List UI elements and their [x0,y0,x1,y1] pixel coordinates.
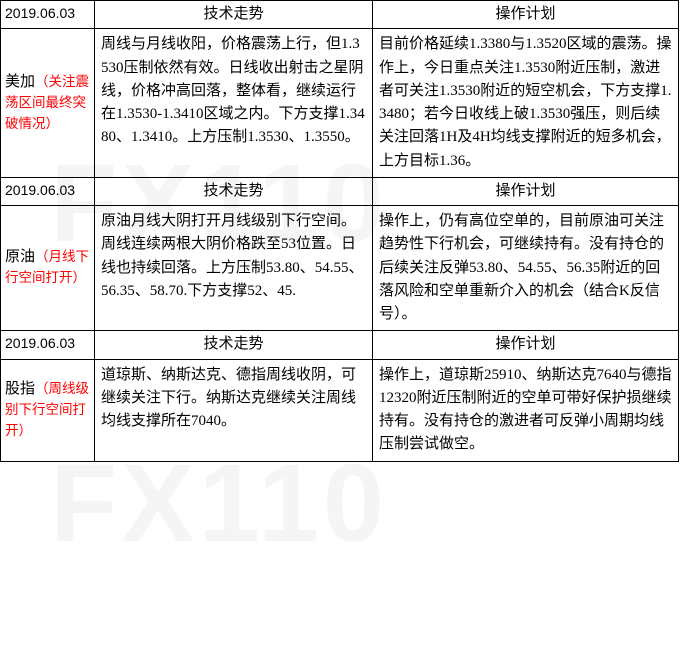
trend-cell: 周线与月线收阳，价格震荡上行，但1.3530压制依然有效。日线收出射击之星阴线，… [95,29,373,178]
instrument-label: 美加（关注震荡区间最终突破情况） [1,29,95,178]
instrument-name: 原油 [5,249,35,265]
date-cell: 2019.06.03 [1,331,95,359]
plan-cell: 操作上，仍有高位空单的，目前原油可关注趋势性下行机会，可继续持有。没有持仓的后续… [373,206,679,331]
plan-cell: 目前价格延续1.3380与1.3520区域的震荡。操作上，今日重点关注1.353… [373,29,679,178]
date-cell: 2019.06.03 [1,177,95,205]
plan-cell: 操作上，道琼斯25910、纳斯达克7640与德指12320附近压制附近的空单可带… [373,359,679,461]
instrument-label: 原油（月线下行空间打开） [1,206,95,331]
plan-header: 操作计划 [373,331,679,359]
trend-cell: 原油月线大阴打开月线级别下行空间。周线连续两根大阴价格跌至53位置。日线也持续回… [95,206,373,331]
plan-header: 操作计划 [373,1,679,29]
instrument-name: 股指 [5,381,35,397]
date-cell: 2019.06.03 [1,1,95,29]
trend-header: 技术走势 [95,331,373,359]
analysis-table: 2019.06.03 技术走势 操作计划 美加（关注震荡区间最终突破情况） 周线… [0,0,679,462]
instrument-label: 股指（周线级别下行空间打开） [1,359,95,461]
plan-header: 操作计划 [373,177,679,205]
trend-header: 技术走势 [95,1,373,29]
instrument-name: 美加 [5,74,35,90]
trend-cell: 道琼斯、纳斯达克、德指周线收阴，可继续关注下行。纳斯达克继续关注周线均线支撑所在… [95,359,373,461]
trend-header: 技术走势 [95,177,373,205]
